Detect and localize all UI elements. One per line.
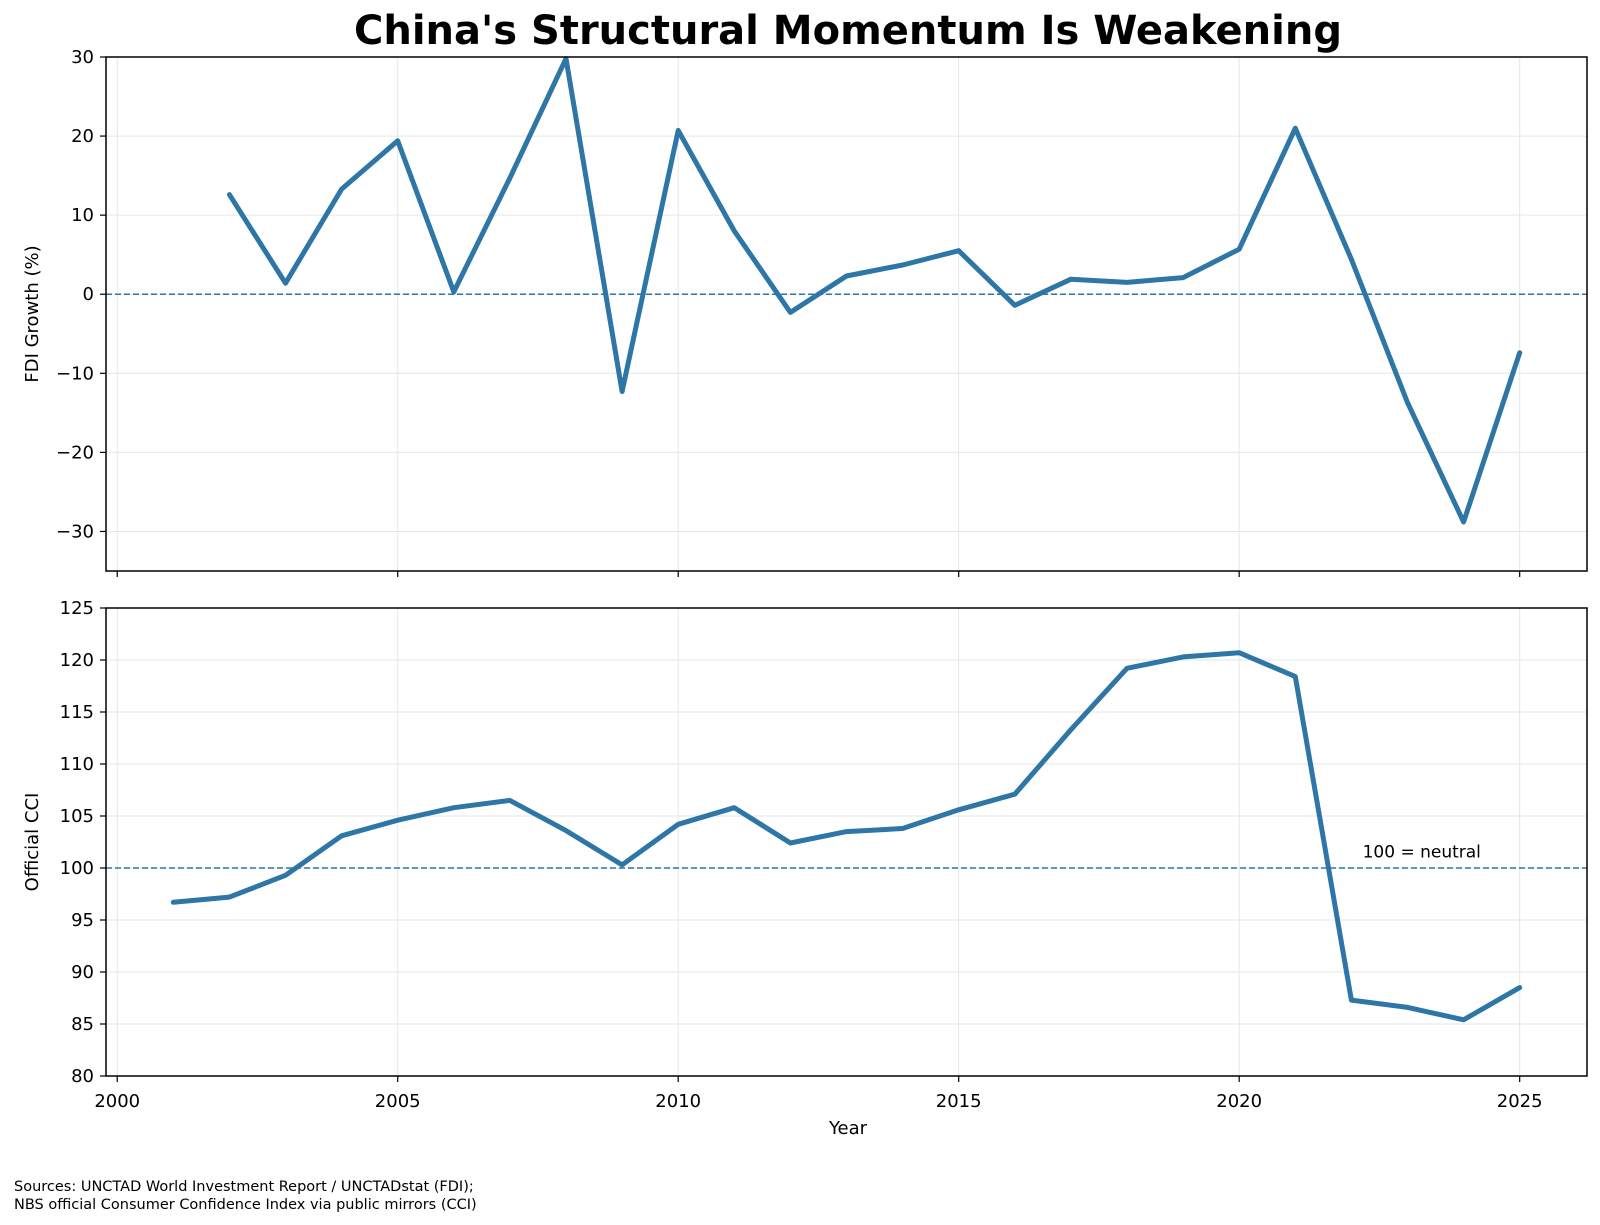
cci-series-line — [170, 650, 1523, 1023]
x-tick-label: 2000 — [94, 1091, 140, 1112]
cci-y-axis-label: Official CCI — [22, 793, 43, 892]
y-tick-label: 105 — [60, 806, 94, 827]
y-tick-label: −20 — [56, 442, 94, 463]
sources-line-fdi: Sources: UNCTAD World Investment Report … — [14, 1179, 474, 1195]
plot-frame — [105, 607, 1588, 1077]
fdi-series-line — [226, 56, 1523, 525]
x-tick-label: 2025 — [1497, 1091, 1543, 1112]
y-tick-label: 110 — [60, 754, 94, 775]
fdi-growth-panel: −30 −20 −10 0 10 20 30 FDI Growth (%) — [22, 47, 1588, 577]
x-axis-label: Year — [828, 1118, 868, 1139]
y-tick-label: 120 — [60, 650, 94, 671]
consumer-confidence-panel: 80 85 90 95 100 105 110 115 120 125 2000 2005 2010 20… — [22, 598, 1588, 1112]
chart-title: China's Structural Momentum Is Weakening — [354, 8, 1342, 54]
y-tick-label: 0 — [83, 284, 94, 305]
y-tick-label: −30 — [56, 521, 94, 542]
x-tick-label: 2015 — [936, 1091, 982, 1112]
plot-frame — [105, 56, 1588, 572]
y-tick-label: 115 — [60, 702, 94, 723]
x-tick-label: 2005 — [375, 1091, 421, 1112]
sources-line-cci: NBS official Consumer Confidence Index v… — [14, 1197, 477, 1213]
neutral-annotation: 100 = neutral — [1363, 843, 1481, 863]
x-tick-label: 2020 — [1216, 1091, 1262, 1112]
x-tick-label: 2010 — [655, 1091, 701, 1112]
y-tick-label: 30 — [71, 47, 94, 68]
y-tick-label: 20 — [71, 126, 94, 147]
y-tick-label: 85 — [71, 1014, 94, 1035]
y-tick-label: 95 — [71, 910, 94, 931]
y-tick-label: 80 — [71, 1066, 94, 1087]
y-tick-label: −10 — [56, 363, 94, 384]
y-tick-label: 125 — [60, 598, 94, 619]
sources-note: Sources: UNCTAD World Investment Report … — [14, 1178, 477, 1214]
fdi-y-axis-label: FDI Growth (%) — [22, 245, 43, 382]
y-tick-label: 90 — [71, 962, 94, 983]
y-tick-label: 100 — [60, 858, 94, 879]
y-tick-label: 10 — [71, 205, 94, 226]
